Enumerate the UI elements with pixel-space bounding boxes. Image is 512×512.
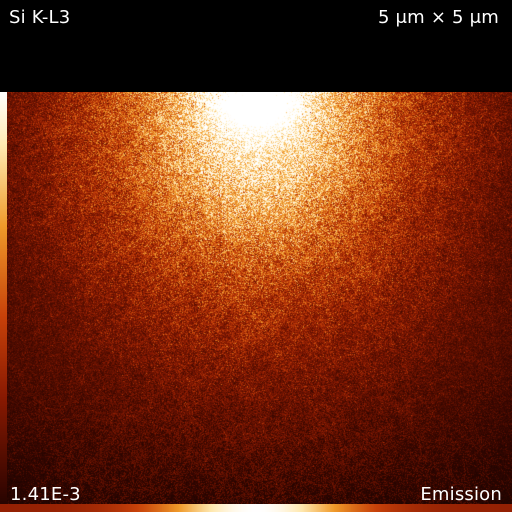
emission-intensity-map	[0, 92, 512, 504]
mode-label: Emission	[420, 484, 502, 505]
horizontal-color-scale	[0, 504, 512, 512]
scale-max-label: 1.41E-3	[10, 484, 81, 505]
vertical-color-scale	[0, 92, 7, 504]
transition-label: Si K-L3	[9, 7, 71, 28]
field-of-view-label: 5 μm × 5 μm	[377, 7, 499, 28]
